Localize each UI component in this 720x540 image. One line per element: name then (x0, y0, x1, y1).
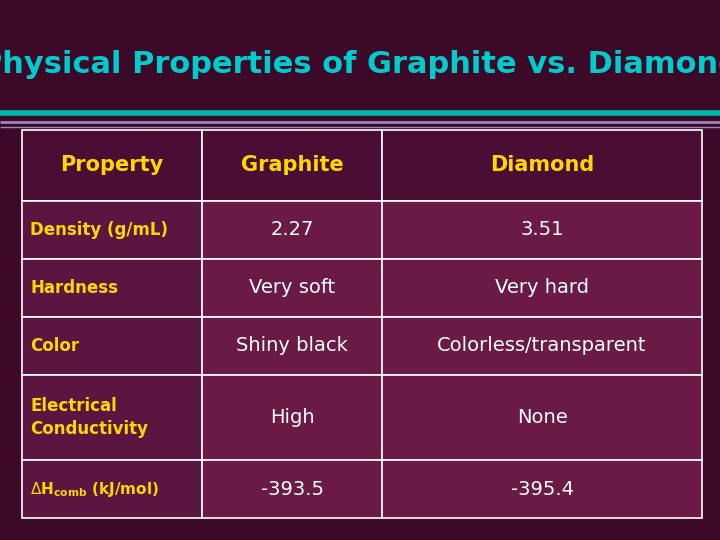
Text: Hardness: Hardness (30, 279, 118, 296)
Text: Diamond: Diamond (490, 155, 594, 175)
Bar (382, 461, 702, 518)
Text: Color: Color (30, 336, 79, 355)
Bar (382, 201, 702, 259)
Text: Electrical
Conductivity: Electrical Conductivity (30, 397, 148, 437)
Bar (22, 375, 202, 461)
Bar (202, 259, 382, 316)
Bar (382, 259, 702, 316)
Bar (22, 201, 202, 259)
Text: 3.51: 3.51 (521, 220, 564, 239)
Bar (382, 316, 702, 375)
Text: Graphite: Graphite (240, 155, 343, 175)
Bar (22, 461, 202, 518)
Text: Colorless/transparent: Colorless/transparent (437, 336, 647, 355)
Bar (22, 130, 202, 201)
Text: High: High (270, 408, 315, 427)
Text: 2.27: 2.27 (271, 220, 314, 239)
Text: Density (g/mL): Density (g/mL) (30, 221, 168, 239)
Text: None: None (517, 408, 567, 427)
Text: Very hard: Very hard (495, 278, 589, 297)
Bar (22, 259, 202, 316)
Text: Property: Property (60, 155, 163, 175)
Bar (202, 461, 382, 518)
Bar (202, 201, 382, 259)
Bar (202, 375, 382, 461)
Bar (382, 130, 702, 201)
Text: -395.4: -395.4 (510, 480, 574, 499)
Text: Physical Properties of Graphite vs. Diamond: Physical Properties of Graphite vs. Diam… (0, 50, 720, 79)
Text: Shiny black: Shiny black (236, 336, 348, 355)
Text: -393.5: -393.5 (261, 480, 323, 499)
Bar (202, 316, 382, 375)
Text: $\Delta$H$_{\mathregular{comb}}$ (kJ/mol): $\Delta$H$_{\mathregular{comb}}$ (kJ/mol… (30, 480, 159, 499)
Text: Very soft: Very soft (249, 278, 335, 297)
Bar (22, 316, 202, 375)
Bar (202, 130, 382, 201)
Bar (382, 375, 702, 461)
